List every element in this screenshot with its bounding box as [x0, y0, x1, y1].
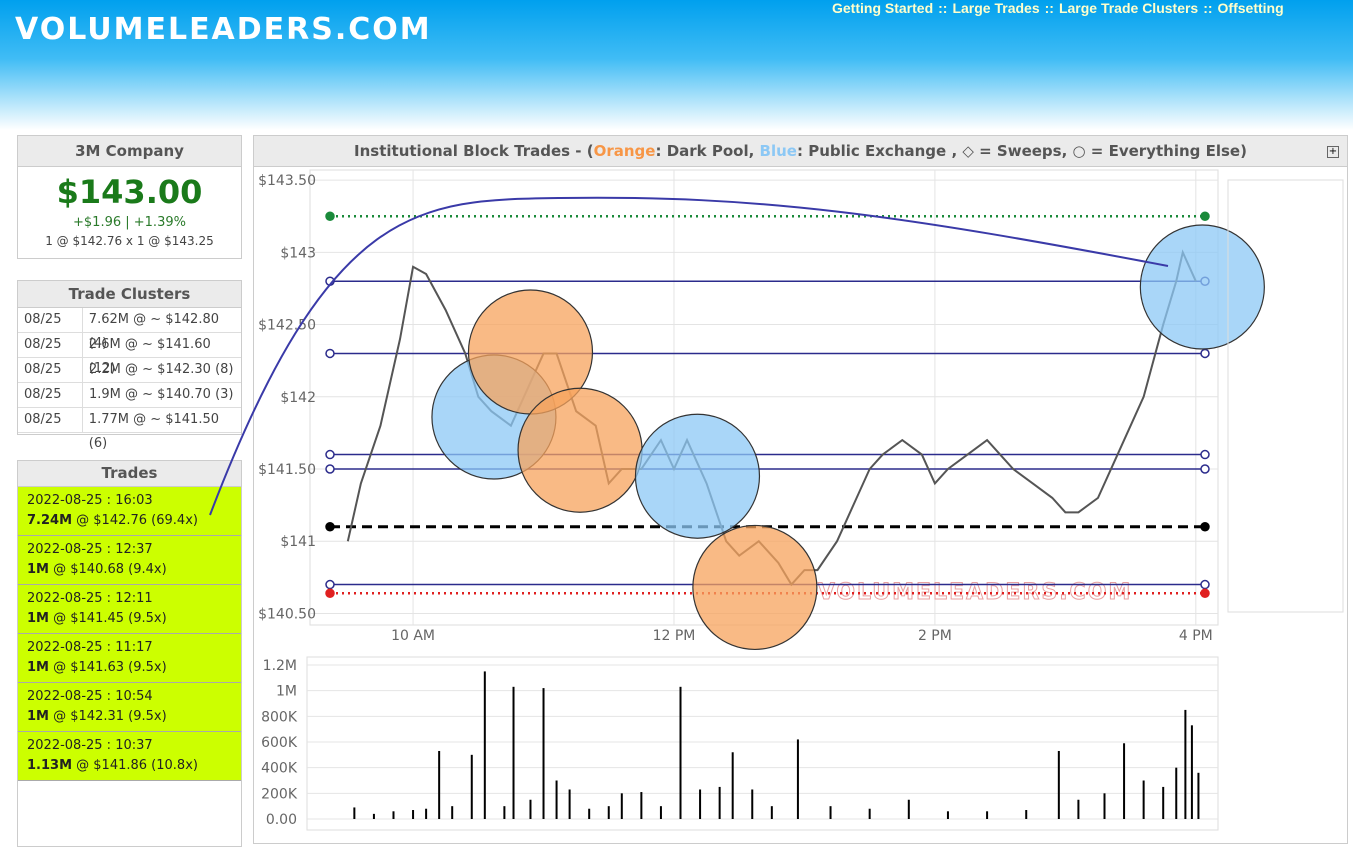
trade-detail: @ $142.76 (69.4x): [76, 513, 198, 528]
trade-time: 2022-08-25 : 10:37: [27, 738, 153, 753]
trades-title: Trades: [18, 461, 241, 487]
cluster-summary: 1.77M @ ~ $141.50 (6): [88, 412, 220, 451]
trade-size: 1M: [27, 709, 49, 724]
trade-size: 1M: [27, 660, 49, 675]
chart-title: Institutional Block Trades - (Orange: Da…: [254, 136, 1347, 167]
nav-link[interactable]: Large Trades: [952, 0, 1040, 16]
title-part: : Dark Pool,: [655, 142, 760, 160]
trade-line: 1M @ $141.45 (9.5x): [27, 611, 241, 626]
trade-detail: @ $141.86 (10.8x): [76, 758, 198, 773]
trade-detail: @ $140.68 (9.4x): [53, 562, 167, 577]
expand-button[interactable]: +: [1327, 146, 1339, 158]
trade-time: 2022-08-25 : 11:17: [27, 640, 153, 655]
nav-link[interactable]: Getting Started: [832, 0, 934, 16]
cluster-date: 08/25: [18, 408, 83, 432]
chart-panel: Institutional Block Trades - (Orange: Da…: [253, 135, 1348, 844]
trade-size: 1.13M: [27, 758, 73, 773]
trade-row[interactable]: 2022-08-25 : 12:11 1M @ $141.45 (9.5x): [18, 585, 241, 634]
title-part: Blue: [759, 142, 797, 160]
trade-size: 1M: [27, 562, 49, 577]
trade-time: 2022-08-25 : 12:11: [27, 591, 153, 606]
cluster-row: 08/25 2.2M @ ~ $142.30 (8): [18, 358, 241, 383]
trade-line: 7.24M @ $142.76 (69.4x): [27, 513, 241, 528]
trade-time: 2022-08-25 : 16:03: [27, 493, 153, 508]
trade-line: 1M @ $141.63 (9.5x): [27, 660, 241, 675]
clusters-title: Trade Clusters: [18, 281, 241, 308]
clusters-panel: Trade Clusters 08/25 7.62M @ ~ $142.80 (4…: [17, 280, 242, 451]
logo[interactable]: VOLUMELEADERS.COM: [15, 12, 432, 47]
trades-panel: Trades 2022-08-25 : 16:03 7.24M @ $142.76…: [17, 460, 242, 847]
trade-size: 7.24M: [27, 513, 73, 528]
clusters-table: 08/25 7.62M @ ~ $142.80 (4) 08/25 2.6M @ ~ …: [18, 308, 241, 451]
trade-row[interactable]: 2022-08-25 : 12:37 1M @ $140.68 (9.4x): [18, 536, 241, 585]
company-panel: 3M Company $143.00 +$1.96 | +1.39% 1 @ $…: [17, 135, 242, 259]
header: VOLUMELEADERS.COM Getting Started:: Large…: [0, 0, 1353, 130]
title-part: Orange: [593, 142, 656, 160]
cluster-date: 08/25: [18, 383, 83, 407]
trade-size: 1M: [27, 611, 49, 626]
trade-row[interactable]: 2022-08-25 : 10:37 1.13M @ $141.86 (10.8x…: [18, 732, 241, 781]
nav: Getting Started:: Large Trades:: Large Tra…: [832, 0, 1353, 16]
cluster-summary: 1.9M @ ~ $140.70 (3): [89, 387, 234, 402]
trade-time: 2022-08-25 : 10:54: [27, 689, 153, 704]
cluster-row: 08/25 1.77M @ ~ $141.50 (6): [18, 408, 241, 451]
cluster-summary: 2.2M @ ~ $142.30 (8): [89, 362, 234, 377]
trade-line: 1M @ $140.68 (9.4x): [27, 562, 241, 577]
trade-detail: @ $142.31 (9.5x): [53, 709, 167, 724]
nav-link[interactable]: Offsetting: [1217, 0, 1284, 16]
cluster-row: 08/25 1.9M @ ~ $140.70 (3): [18, 383, 241, 408]
cluster-row: 08/25 2.6M @ ~ $141.60 (12): [18, 333, 241, 376]
quote: 1 @ $142.76 x 1 @ $143.25: [45, 234, 214, 248]
cluster-summary: 7.62M @ ~ $142.80 (4): [88, 312, 220, 351]
trade-row[interactable]: 2022-08-25 : 10:54 1M @ $142.31 (9.5x): [18, 683, 241, 732]
trade-time: 2022-08-25 : 12:37: [27, 542, 153, 557]
cluster-date: 08/25: [18, 333, 83, 357]
cluster-row: 08/25 7.62M @ ~ $142.80 (4): [18, 308, 241, 351]
trade-line: 1M @ $142.31 (9.5x): [27, 709, 241, 724]
nav-separator: ::: [1203, 0, 1213, 16]
cluster-date: 08/25: [18, 308, 83, 332]
trades-list: 2022-08-25 : 16:03 7.24M @ $142.76 (69.4x…: [18, 487, 241, 781]
nav-link[interactable]: Large Trade Clusters: [1058, 0, 1199, 16]
nav-separator: ::: [938, 0, 948, 16]
trade-row[interactable]: 2022-08-25 : 16:03 7.24M @ $142.76 (69.4x…: [18, 487, 241, 536]
trade-line: 1.13M @ $141.86 (10.8x): [27, 758, 241, 773]
title-part: : Public Exchange , ◇ = Sweeps, ○ = Ever…: [796, 142, 1247, 160]
title-part: Institutional Block Trades - (: [354, 142, 594, 160]
price: $143.00: [56, 173, 203, 211]
change: +$1.96 | +1.39%: [73, 215, 186, 230]
cluster-summary: 2.6M @ ~ $141.60 (12): [88, 337, 211, 376]
trade-row[interactable]: 2022-08-25 : 11:17 1M @ $141.63 (9.5x): [18, 634, 241, 683]
company-name: 3M Company: [18, 136, 241, 167]
cluster-date: 08/25: [18, 358, 83, 382]
trade-detail: @ $141.45 (9.5x): [53, 611, 167, 626]
nav-separator: ::: [1044, 0, 1054, 16]
trade-detail: @ $141.63 (9.5x): [53, 660, 167, 675]
